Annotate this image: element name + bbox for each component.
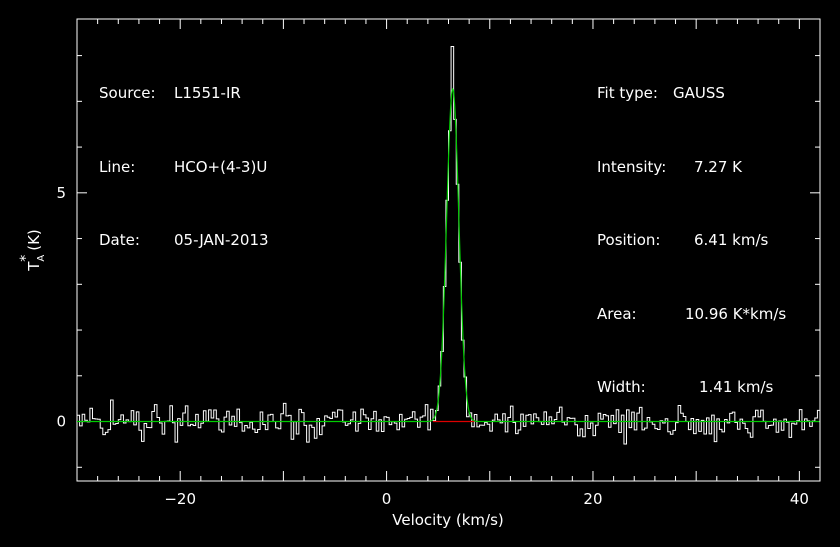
x-tick-label: 0: [382, 490, 392, 508]
x-axis-ticks: −20 0 20 40: [76, 19, 821, 508]
y-tick-label: 5: [56, 184, 66, 202]
width-value: 1.41 km/s: [699, 378, 774, 396]
x-axis-label: Velocity (km/s): [392, 511, 503, 529]
intensity-value: 7.27 K: [694, 157, 743, 176]
gaussian-fit-line: [77, 87, 820, 423]
svg-text:TA*(K): TA*(K): [18, 229, 47, 272]
x-tick-label: 20: [583, 490, 602, 508]
source-label: Source:: [99, 84, 156, 102]
area-label: Area:: [597, 304, 637, 323]
x-tick-label: −20: [164, 490, 196, 508]
width-label: Width:: [597, 378, 646, 396]
y-tick-label: 0: [56, 413, 66, 431]
area-value: 10.96 K*km/s: [685, 304, 787, 323]
date-label: Date:: [99, 231, 140, 249]
line-value: HCO+(4-3)U: [174, 157, 268, 176]
fit-type-value: GAUSS: [673, 84, 725, 102]
date-value: 05-JAN-2013: [174, 231, 269, 249]
intensity-label: Intensity:: [597, 157, 667, 176]
header-left: Source: L1551-IR Line: HCO+(4-3)U Date: 05-…: [99, 32, 269, 277]
position-label: Position:: [597, 231, 661, 249]
fit-type-label: Fit type:: [597, 84, 658, 102]
source-value: L1551-IR: [174, 84, 241, 102]
header-right: Fit type: GAUSS Intensity: 7.27 K Position…: [597, 32, 786, 424]
y-axis-label: TA*(K): [18, 229, 47, 272]
line-label: Line:: [99, 157, 136, 176]
position-value: 6.41 km/s: [694, 231, 769, 249]
chart-series: [77, 45, 820, 445]
x-tick-label: 40: [790, 490, 809, 508]
